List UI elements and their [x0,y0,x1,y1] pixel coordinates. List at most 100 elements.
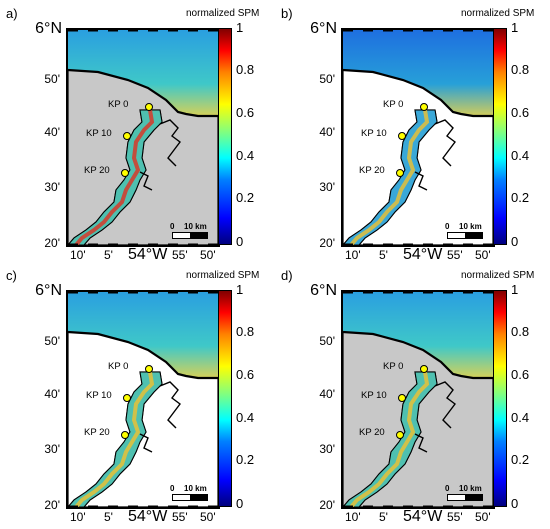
colorbar-tick: 0 [236,496,244,511]
river-center-high-spm [74,109,155,245]
lat-tick-label: 50' [44,334,60,348]
colorbar-tick: 1 [236,282,244,297]
scale-bar [172,232,208,239]
tributary [159,381,181,429]
scale-zero: 0 [445,484,450,493]
colorbar [218,290,232,507]
scale-zero: 0 [170,484,175,493]
colorbar-tick: 0.4 [236,410,255,425]
kp-marker [121,431,129,439]
lon-tick-label: 5' [104,510,113,524]
river-estuary [68,109,163,245]
colorbar-tick: 0.8 [511,324,530,339]
scale-zero: 0 [445,222,450,231]
scale-label: 10 km [184,484,207,493]
lon-tick-label: 5' [379,248,388,262]
tributary [434,381,456,429]
lat-tick-label: 20' [44,498,60,512]
lat-tick-label: 40' [44,387,60,401]
lat-tick-label: 30' [44,442,60,456]
colorbar-tick: 0.2 [511,190,530,205]
colorbar-tick: 0 [511,496,519,511]
kp-label: KP 0 [383,99,404,110]
coastline [343,68,493,118]
river-center-high-spm [74,371,155,507]
lon-tick-label: 54°W [403,508,443,525]
colorbar-tick: 0.4 [511,410,530,425]
scale-label: 10 km [459,222,482,231]
scale-bar [447,232,483,239]
colorbar-title: normalized SPM [186,270,260,281]
lon-tick-label: 54°W [403,246,443,263]
lon-tick-label: 54°W [128,246,168,263]
kp-marker [145,103,153,111]
colorbar-tick: 0.2 [511,452,530,467]
colorbar-tick: 0.2 [236,452,255,467]
kp-marker [420,103,428,111]
kp-marker [145,365,153,373]
kp-marker [123,132,131,140]
scale-label: 10 km [459,484,482,493]
kp-label: KP 0 [108,99,129,110]
colorbar-tick: 0.8 [236,62,255,77]
lat-tick-label: 30' [319,180,335,194]
kp-label: KP 20 [84,165,110,176]
panel-letter: a) [6,6,18,21]
kp-label: KP 0 [383,361,404,372]
map-panel: b) 6°N 50' 40' 30' 20' 10' 5' 54°W 55' 50' KP 0 KP … [275,0,550,263]
river-estuary [343,371,438,507]
lat-tick-label: 20' [44,236,60,250]
colorbar-tick: 0.6 [236,367,255,382]
lon-tick-label: 50' [200,248,216,262]
colorbar [493,290,507,507]
map-panel: d) 6°N 50' 40' 30' 20' 10' 5' 54°W 55' 50' KP 0 KP … [275,262,550,525]
lat-tick-label: 20' [319,498,335,512]
kp-label: KP 10 [86,128,112,139]
kp-marker [420,365,428,373]
panel-letter: b) [281,6,293,21]
colorbar-tick: 0.4 [236,148,255,163]
lon-tick-label: 50' [475,510,491,524]
scale-bar [447,494,483,501]
colorbar-tick: 1 [511,20,519,35]
river-estuary [343,109,438,245]
kp-label: KP 20 [359,427,385,438]
coastline [343,330,493,380]
lat-label-top: 6°N [310,282,337,299]
lat-label-top: 6°N [35,20,62,37]
lon-tick-label: 10' [70,248,86,262]
spm-map [66,290,220,509]
scale-bar [172,494,208,501]
lat-tick-label: 30' [44,180,60,194]
tributary [139,433,153,453]
lon-tick-label: 54°W [128,508,168,525]
colorbar-tick: 0.6 [511,367,530,382]
coastline [68,330,218,380]
lat-tick-label: 50' [319,334,335,348]
kp-marker [123,394,131,402]
panel-letter: d) [281,268,293,283]
colorbar-tick: 0 [236,234,244,249]
lon-tick-label: 5' [379,510,388,524]
scale-label: 10 km [184,222,207,231]
kp-marker [396,431,404,439]
colorbar-tick: 0.8 [236,324,255,339]
lat-tick-label: 50' [44,72,60,86]
tributary [159,119,181,167]
kp-label: KP 10 [361,390,387,401]
panel-letter: c) [6,268,17,283]
tributary [414,171,428,191]
lon-tick-label: 55' [447,510,463,524]
colorbar-tick: 0.8 [511,62,530,77]
scale-zero: 0 [170,222,175,231]
kp-marker [396,169,404,177]
colorbar [493,28,507,245]
lat-tick-label: 40' [319,387,335,401]
tributary [139,171,153,191]
colorbar-tick: 1 [236,20,244,35]
tributary [434,119,456,167]
lon-tick-label: 50' [475,248,491,262]
kp-label: KP 10 [361,128,387,139]
map-panel: a) 6°N 50' 40' 30' 20' 10' 5' 54°W 55' 50' KP 0 KP … [0,0,275,263]
spm-map [341,290,495,509]
